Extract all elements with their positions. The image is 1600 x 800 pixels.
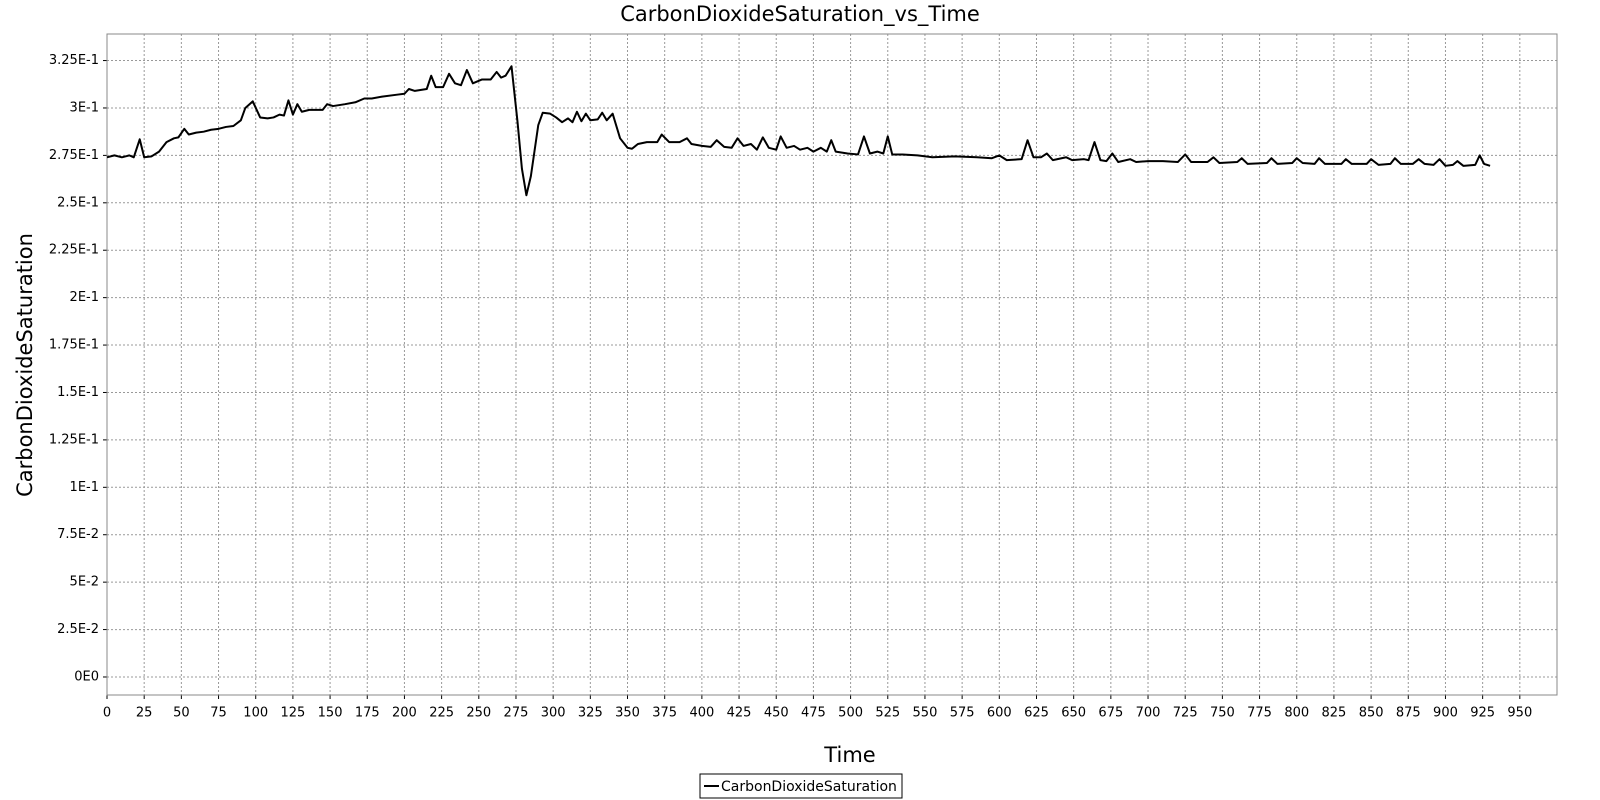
x-tick-label: 750 (1210, 706, 1235, 721)
x-tick-label: 75 (210, 706, 227, 721)
x-tick-label: 50 (173, 706, 190, 721)
x-tick-label: 850 (1359, 706, 1384, 721)
x-tick-label: 100 (243, 706, 268, 721)
x-tick-label: 300 (541, 706, 566, 721)
y-tick-label: 0E0 (74, 669, 99, 684)
chart-title: CarbonDioxideSaturation_vs_Time (620, 2, 980, 27)
x-tick-label: 825 (1322, 706, 1347, 721)
x-tick-label: 425 (727, 706, 752, 721)
data-line (106, 65, 1491, 197)
x-tick-label: 375 (652, 706, 677, 721)
y-tick-label: 5E-2 (70, 575, 99, 590)
x-tick-label: 550 (913, 706, 938, 721)
plot-area (107, 34, 1557, 695)
x-tick-label: 575 (950, 706, 975, 721)
x-tick-label: 875 (1396, 706, 1421, 721)
x-tick-label: 175 (355, 706, 380, 721)
y-tick-label: 2.75E-1 (49, 148, 99, 163)
x-tick-label: 475 (801, 706, 826, 721)
y-tick-label: 1.75E-1 (49, 338, 99, 353)
legend: CarbonDioxideSaturation (699, 773, 903, 799)
x-tick-label: 400 (689, 706, 714, 721)
y-tick-label: 2.5E-1 (57, 195, 99, 210)
y-tick-label: 2.25E-1 (49, 243, 99, 258)
x-tick-label: 650 (1061, 706, 1086, 721)
x-axis-title: Time (823, 743, 875, 767)
x-tick-label: 150 (318, 706, 343, 721)
y-tick-label: 1E-1 (70, 480, 99, 495)
x-tick-label: 775 (1247, 706, 1272, 721)
x-tick-label: 25 (136, 706, 153, 721)
x-tick-label: 950 (1507, 706, 1532, 721)
x-tick-label: 625 (1024, 706, 1049, 721)
y-axis-title: CarbonDioxideSaturation (13, 233, 37, 497)
x-tick-label: 250 (466, 706, 491, 721)
x-tick-label: 325 (578, 706, 603, 721)
y-tick-label: 2.5E-2 (57, 622, 99, 637)
x-tick-label: 275 (504, 706, 529, 721)
x-tick-label: 0 (103, 706, 111, 721)
x-tick-label: 225 (429, 706, 454, 721)
x-tick-label: 200 (392, 706, 417, 721)
x-tick-label: 350 (615, 706, 640, 721)
legend-label: CarbonDioxideSaturation (721, 779, 897, 795)
y-tick-label: 3E-1 (70, 100, 99, 115)
y-tick-label: 1.25E-1 (49, 432, 99, 447)
x-tick-label: 725 (1173, 706, 1198, 721)
y-tick-label: 3.25E-1 (49, 53, 99, 68)
x-tick-label: 125 (280, 706, 305, 721)
x-tick-label: 500 (838, 706, 863, 721)
x-tick-label: 800 (1284, 706, 1309, 721)
x-tick-label: 450 (764, 706, 789, 721)
legend-box (699, 773, 903, 799)
x-tick-label: 525 (875, 706, 900, 721)
y-tick-label: 7.5E-2 (57, 527, 99, 542)
plot-border (106, 33, 1558, 696)
x-tick-label: 675 (1098, 706, 1123, 721)
x-tick-label: 900 (1433, 706, 1458, 721)
x-tick-label: 700 (1136, 706, 1161, 721)
x-tick-label: 925 (1470, 706, 1495, 721)
y-tick-label: 2E-1 (70, 290, 99, 305)
x-tick-label: 600 (987, 706, 1012, 721)
y-tick-label: 1.5E-1 (57, 385, 99, 400)
